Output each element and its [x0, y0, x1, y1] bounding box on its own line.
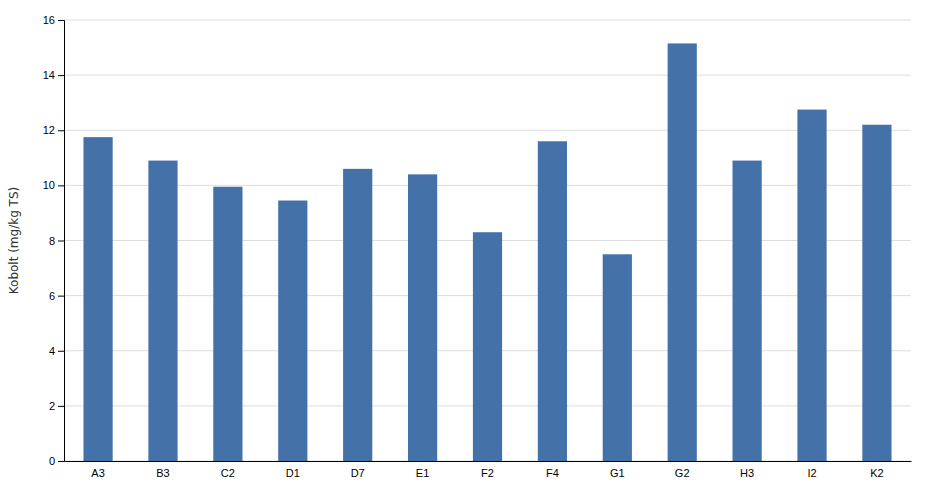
y-tick-mark — [58, 75, 64, 76]
y-tick: 0 — [49, 455, 64, 467]
bar — [733, 161, 762, 461]
x-tick-label: A3 — [91, 467, 104, 479]
y-axis: 0 2 4 6 8 10 12 14 16 — [43, 14, 65, 467]
y-axis-line — [58, 21, 65, 462]
bar — [213, 187, 242, 461]
x-tick-label: K2 — [870, 467, 883, 479]
y-tick-label: 4 — [49, 345, 55, 357]
y-tick-mark — [58, 241, 64, 242]
y-tick-mark — [58, 20, 64, 21]
y-tick-mark — [58, 130, 64, 131]
x-tick-label: H3 — [740, 467, 754, 479]
y-tick-label: 6 — [49, 290, 55, 302]
x-tick-label: E1 — [416, 467, 429, 479]
grid-line — [64, 185, 911, 186]
y-tick-mark — [58, 296, 64, 297]
grid — [64, 20, 911, 461]
x-tick-label: D7 — [351, 467, 365, 479]
x-tick: F4 — [546, 467, 559, 479]
y-tick-label: 0 — [49, 455, 55, 467]
bar — [538, 141, 567, 461]
x-tick: K2 — [870, 467, 883, 479]
bars — [83, 43, 891, 461]
y-tick-label: 16 — [43, 14, 55, 26]
x-tick-label: C2 — [221, 467, 235, 479]
x-tick: E1 — [416, 467, 429, 479]
x-tick: D1 — [286, 467, 300, 479]
x-tick: B3 — [156, 467, 169, 479]
y-tick-mark — [58, 461, 64, 462]
bar — [148, 161, 177, 461]
bar — [862, 125, 891, 461]
x-tick: C2 — [221, 467, 235, 479]
x-tick: G1 — [610, 467, 625, 479]
x-tick-label: B3 — [156, 467, 169, 479]
plot: A3 B3 C2 D1 D7 E1 F2 F4 G1 G2 H3 I2 K2 0 2 4 6 8 10 12 14 16 — [43, 14, 912, 479]
y-axis-title: Kobolt (mg/kg TS) — [7, 187, 21, 294]
x-axis-line — [65, 461, 912, 462]
y-tick-mark — [58, 406, 64, 407]
x-tick: F2 — [481, 467, 494, 479]
y-tick: 8 — [49, 235, 64, 247]
bar — [343, 169, 372, 461]
bar — [83, 137, 112, 461]
y-tick: 12 — [43, 124, 64, 136]
x-tick-label: I2 — [807, 467, 816, 479]
x-tick: G2 — [675, 467, 690, 479]
y-tick: 6 — [49, 290, 64, 302]
y-tick-label: 14 — [43, 69, 55, 81]
y-tick: 4 — [49, 345, 64, 357]
bar — [473, 232, 502, 461]
grid-line — [64, 20, 911, 21]
bar — [278, 201, 307, 461]
x-tick-label: G1 — [610, 467, 625, 479]
bar — [408, 174, 437, 461]
x-tick-label: F2 — [481, 467, 494, 479]
chart: A3 B3 C2 D1 D7 E1 F2 F4 G1 G2 H3 I2 K2 0 2 4 6 8 10 12 14 16 K… — [0, 0, 931, 501]
x-tick: D7 — [351, 467, 365, 479]
y-tick: 14 — [43, 69, 64, 81]
y-tick-label: 2 — [49, 400, 55, 412]
y-tick: 16 — [43, 14, 64, 26]
grid-line — [64, 75, 911, 76]
y-tick: 2 — [49, 400, 64, 412]
x-tick-label: D1 — [286, 467, 300, 479]
x-tick: H3 — [740, 467, 754, 479]
y-tick-label: 12 — [43, 124, 55, 136]
bar — [668, 43, 697, 461]
bar — [603, 254, 632, 461]
x-axis: A3 B3 C2 D1 D7 E1 F2 F4 G1 G2 H3 I2 K2 — [65, 462, 912, 479]
y-tick-label: 10 — [43, 179, 55, 191]
x-tick: I2 — [807, 467, 816, 479]
y-tick-label: 8 — [49, 235, 55, 247]
y-tick-mark — [58, 185, 64, 186]
x-tick-label: G2 — [675, 467, 690, 479]
x-tick: A3 — [91, 467, 104, 479]
x-tick-label: F4 — [546, 467, 559, 479]
y-tick-mark — [58, 351, 64, 352]
grid-line — [64, 130, 911, 131]
y-tick: 10 — [43, 179, 64, 191]
bar — [797, 110, 826, 461]
